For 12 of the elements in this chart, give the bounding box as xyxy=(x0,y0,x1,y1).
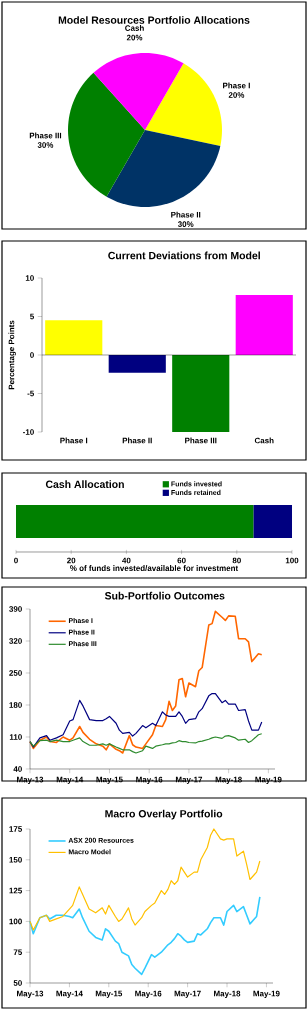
line-series xyxy=(29,733,263,754)
chart-title: Sub-Portfolio Outcomes xyxy=(104,591,225,600)
chart-title: Current Deviations from Model xyxy=(108,251,260,260)
bar xyxy=(45,320,103,355)
chart-title: Cash Allocation xyxy=(45,480,124,488)
chart-title: Macro Overlay Portfolio xyxy=(105,809,223,820)
bar xyxy=(108,354,166,373)
line-series xyxy=(29,828,261,931)
chart-title: Model Resources Portfolio Allocations xyxy=(58,16,250,24)
line-series xyxy=(29,610,263,754)
bar xyxy=(235,294,293,355)
bar xyxy=(172,354,230,432)
